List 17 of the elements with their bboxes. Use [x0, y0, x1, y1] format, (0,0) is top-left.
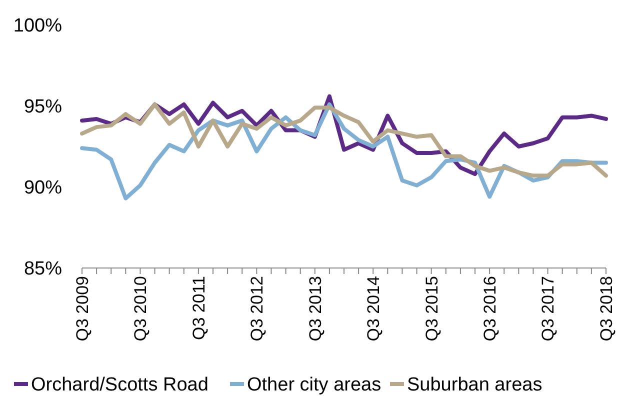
x-tick-label: Q3 2011: [189, 276, 208, 340]
y-tick-label: 90%: [24, 178, 62, 199]
x-tick-label: Q3 2017: [538, 276, 558, 342]
x-tick-label: Q3 2010: [131, 276, 150, 342]
legend-label: Orchard/Scotts Road: [31, 374, 208, 396]
x-tick-label: Q3 2012: [248, 276, 267, 342]
x-tick-label: Q3 2018: [596, 276, 616, 342]
legend-label: Other city areas: [247, 374, 382, 396]
x-tick-label: Q3 2016: [480, 276, 500, 342]
y-tick-label: 100%: [13, 16, 62, 37]
x-tick-label: Q3 2015: [422, 276, 442, 342]
y-tick-label: 85%: [24, 258, 62, 280]
legend-label: Suburban areas: [407, 374, 542, 396]
x-tick-label: Q3 2014: [364, 276, 384, 342]
y-tick-label: 95%: [24, 96, 62, 118]
x-tick-label: Q3 2009: [72, 276, 92, 342]
x-tick-label: Q3 2013: [306, 276, 325, 342]
